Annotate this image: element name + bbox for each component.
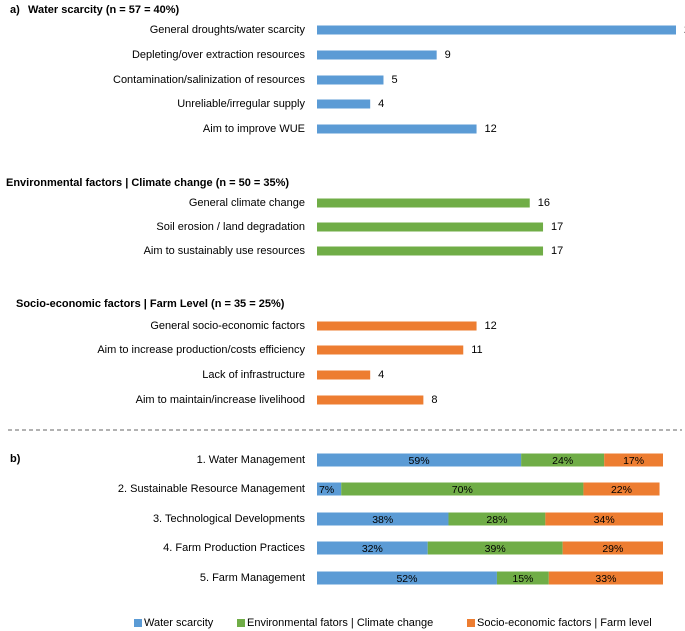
stacked-bar-segment (604, 453, 663, 467)
stacked-bar-segment (317, 541, 428, 555)
stacked-bar-segment (496, 571, 549, 585)
data-label: 5 (391, 74, 397, 86)
stacked-bar-segment (427, 541, 563, 555)
stacked-bar-segment (341, 482, 584, 496)
bar (317, 25, 676, 35)
bar (317, 99, 371, 109)
category-label: Unreliable/irregular supply (177, 98, 305, 110)
segment-label: 32% (362, 543, 383, 555)
data-label: 12 (485, 123, 497, 135)
data-label: 17 (551, 221, 563, 233)
segment-label: 59% (409, 455, 430, 467)
bar (317, 370, 371, 380)
category-label: Depleting/over extraction resources (132, 49, 306, 61)
panel-b-stacked-bar-chart: b) 1. Water Management 59% 24% 17% 2. Sustain… (10, 453, 663, 585)
data-label: 17 (551, 245, 563, 257)
legend: Water scarcity Environmental fators | Cli… (134, 617, 652, 629)
bar (317, 198, 530, 208)
category-label: General climate change (189, 197, 305, 209)
data-label: 8 (431, 394, 437, 406)
data-label: 4 (378, 98, 384, 110)
category-label: 5. Farm Management (200, 572, 305, 584)
segment-label: 38% (372, 514, 393, 526)
segment-label: 70% (452, 484, 473, 496)
data-label: 4 (378, 369, 384, 381)
segment-label: 52% (396, 573, 417, 585)
category-label: Contamination/salinization of resources (113, 74, 305, 86)
panel-label-a: a) (10, 4, 20, 16)
legend-swatch (237, 619, 245, 627)
category-label: Aim to maintain/increase livelihood (136, 394, 305, 406)
legend-entry: Socio-economic factors | Farm level (477, 617, 652, 629)
bar (317, 50, 437, 60)
bar (317, 246, 544, 256)
category-label: Aim to sustainably use resources (144, 245, 306, 257)
stacked-bar-segment (521, 453, 605, 467)
legend-entry: Water scarcity (144, 617, 214, 629)
panel-a-bar-chart: a) Water scarcity (n = 57 = 40%) General d… (6, 4, 685, 406)
stacked-bar-segment (317, 482, 342, 496)
stacked-bar-segment (583, 482, 660, 496)
category-label: General socio-economic factors (150, 320, 305, 332)
group-title: Environmental factors | Climate change (… (6, 177, 289, 189)
bar (317, 395, 424, 405)
stacked-bar-segment (317, 571, 497, 585)
legend-swatch (467, 619, 475, 627)
segment-label: 15% (512, 573, 533, 585)
segment-label: 33% (595, 573, 616, 585)
category-label: Aim to improve WUE (203, 123, 305, 135)
category-label: 3. Technological Developments (153, 513, 306, 525)
category-label: 2. Sustainable Resource Management (118, 483, 305, 495)
stacked-bar-segment (545, 512, 663, 526)
segment-label: 7% (319, 484, 334, 496)
segment-label: 24% (552, 455, 573, 467)
segment-label: 39% (485, 543, 506, 555)
category-label: Soil erosion / land degradation (156, 221, 305, 233)
group-title: Water scarcity (n = 57 = 40%) (28, 4, 180, 16)
category-label: General droughts/water scarcity (150, 24, 306, 36)
data-label: 11 (471, 344, 482, 356)
group-title: Socio-economic factors | Farm Level (n =… (16, 298, 285, 310)
bar (317, 222, 544, 232)
stacked-bar-segment (548, 571, 663, 585)
bar (317, 345, 464, 355)
bar (317, 75, 384, 85)
category-label: 4. Farm Production Practices (163, 542, 305, 554)
stacked-bar-segment (317, 512, 449, 526)
category-label: 1. Water Management (197, 454, 305, 466)
segment-label: 22% (611, 484, 632, 496)
segment-label: 28% (486, 514, 507, 526)
segment-label: 29% (602, 543, 623, 555)
category-label: Aim to increase production/costs efficie… (97, 344, 305, 356)
stacked-bar-segment (562, 541, 663, 555)
data-label: 9 (445, 49, 451, 61)
legend-swatch (134, 619, 142, 627)
stacked-bar-segment (448, 512, 546, 526)
panel-label-b: b) (10, 453, 21, 465)
legend-entry: Environmental fators | Climate change (247, 617, 433, 629)
segment-label: 34% (594, 514, 615, 526)
data-label: 12 (485, 320, 497, 332)
segment-label: 17% (623, 455, 644, 467)
category-label: Lack of infrastructure (202, 369, 305, 381)
stacked-bar-segment (317, 453, 522, 467)
bar (317, 321, 477, 331)
bar (317, 124, 477, 134)
data-label: 16 (538, 197, 550, 209)
